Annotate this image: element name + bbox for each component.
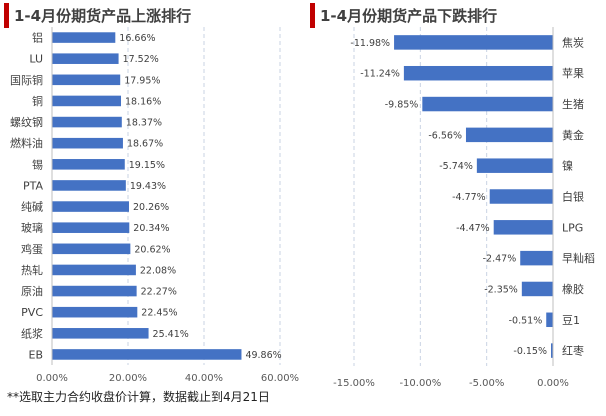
bar [551, 343, 553, 358]
data-label: -11.98% [350, 38, 390, 49]
title-accent-bar [310, 3, 315, 28]
data-label: 17.95% [124, 75, 160, 86]
data-label: 22.27% [141, 287, 177, 298]
x-tick-label: 60.00% [261, 373, 299, 384]
data-label: -2.47% [483, 254, 517, 265]
data-label: 19.43% [130, 181, 166, 192]
category-label: LPG [562, 221, 583, 234]
data-label: -0.15% [513, 346, 547, 357]
x-tick-label: 0.00% [537, 378, 569, 389]
rising-chart-panel: 1-4月份期货产品上涨排行 0.00% 20.00% 40.00% 60.00% 铝 16… [4, 3, 299, 384]
x-tick-label: 20.00% [109, 373, 147, 384]
x-tick-label: 0.00% [36, 373, 68, 384]
x-tick-label: -10.00% [399, 378, 441, 389]
rising-chart-svg: 0.00% 20.00% 40.00% 60.00% 铝 16.66% LU 17.52% 国际… [10, 27, 299, 384]
category-label: 焦炭 [562, 36, 584, 49]
data-label: 18.67% [127, 139, 163, 150]
category-label: 原油 [21, 284, 43, 298]
bar [422, 96, 553, 112]
bar [52, 95, 122, 107]
category-label: 燃料油 [10, 136, 43, 150]
data-label: 49.86% [245, 350, 281, 361]
category-label: PTA [23, 179, 43, 192]
category-label: 纯碱 [21, 201, 43, 214]
data-label: 16.66% [119, 33, 155, 44]
category-label: 铝 [32, 31, 43, 45]
data-label: 20.26% [133, 202, 169, 213]
bar [52, 243, 131, 255]
category-label: 国际铜 [10, 73, 43, 87]
bar [493, 220, 553, 235]
bar [52, 53, 119, 64]
bar [52, 264, 136, 276]
data-label: 18.37% [126, 118, 162, 129]
falling-chart-panel: 1-4月份期货产品下跌排行 -15.00% -10.00% -5.00% 0.00% 焦… [306, 0, 606, 416]
bar [52, 222, 130, 233]
category-label: EB [29, 348, 44, 361]
data-label: -4.47% [456, 223, 490, 234]
data-label: -0.51% [509, 315, 543, 326]
data-label: 20.62% [134, 244, 170, 255]
data-label: 18.16% [125, 96, 161, 107]
data-label: -2.35% [484, 284, 518, 295]
category-label: 红枣 [562, 345, 584, 358]
bar [394, 35, 553, 50]
x-tick-label: -15.00% [333, 378, 375, 389]
bar [52, 116, 122, 128]
category-label: 生猪 [562, 97, 584, 111]
category-label: LU [29, 53, 43, 66]
bar [52, 306, 138, 318]
bar [521, 281, 553, 297]
data-label: 22.45% [141, 308, 177, 319]
x-tick-label: -5.00% [469, 378, 504, 389]
bar [52, 180, 126, 191]
category-label: 螺纹钢 [10, 115, 43, 129]
title-accent-bar [4, 3, 9, 28]
bar [52, 137, 123, 149]
bar [403, 65, 553, 81]
falling-chart-title: 1-4月份期货产品下跌排行 [320, 7, 498, 25]
footnote: **选取主力合约收盘价计算，数据截止到4月21日 [7, 390, 270, 404]
category-label: 早籼稻 [562, 252, 595, 265]
category-label: 鸡蛋 [21, 242, 43, 256]
category-label: 黄金 [562, 128, 584, 142]
bar [52, 32, 116, 43]
data-label: -9.85% [385, 100, 419, 111]
category-label: 苹果 [562, 66, 584, 80]
data-label: 25.41% [153, 329, 189, 340]
data-label: -5.74% [439, 161, 473, 172]
category-label: 铜 [32, 94, 43, 108]
bar [52, 74, 121, 86]
bar [476, 158, 553, 173]
data-label: -11.24% [360, 69, 400, 80]
category-label: 豆1 [562, 314, 580, 327]
category-label: 镍 [562, 159, 573, 173]
data-label: 17.52% [123, 54, 159, 65]
category-label: 白银 [562, 190, 584, 204]
data-label: 22.08% [140, 265, 176, 276]
data-label: 19.15% [129, 160, 165, 171]
bar [489, 189, 553, 204]
bar [465, 127, 553, 143]
category-label: 玻璃 [21, 221, 43, 235]
category-label: 锡 [32, 157, 43, 171]
category-label: 热轧 [21, 263, 43, 277]
bar [52, 349, 242, 360]
category-label: PVC [21, 306, 43, 319]
data-label: 20.34% [133, 223, 169, 234]
rising-chart-title: 1-4月份期货产品上涨排行 [14, 7, 192, 25]
bar [52, 159, 125, 170]
data-label: -4.77% [452, 192, 486, 203]
bar [52, 328, 149, 339]
bar [520, 250, 553, 266]
bar [546, 312, 553, 328]
falling-chart-svg: -15.00% -10.00% -5.00% 0.00% 焦炭 -11.98% 苹果 -11.… [333, 27, 595, 389]
data-label: -6.56% [428, 130, 462, 141]
category-label: 纸浆 [21, 326, 43, 340]
bar [52, 285, 137, 297]
category-label: 橡胶 [562, 282, 584, 296]
x-tick-label: 40.00% [185, 373, 223, 384]
bar [52, 201, 129, 212]
